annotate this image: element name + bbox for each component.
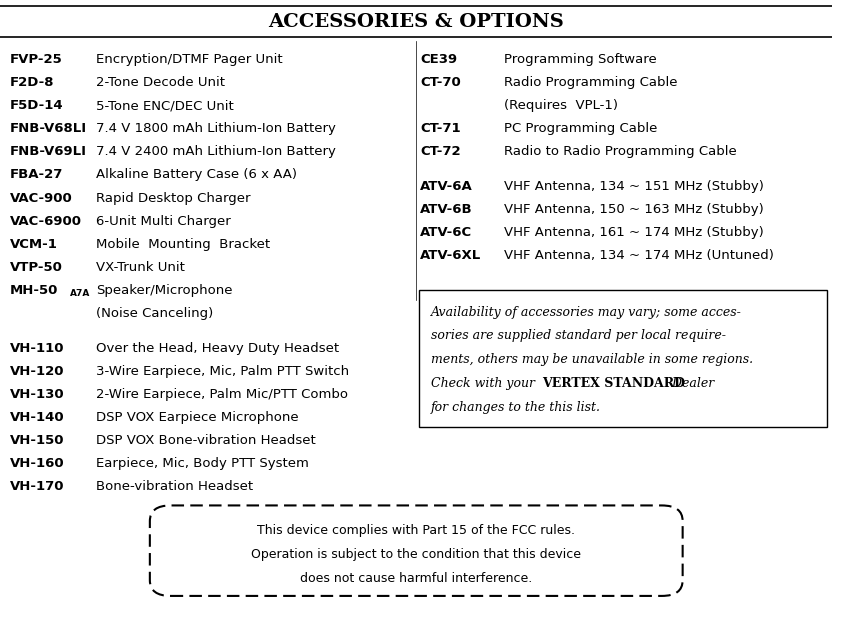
Text: VHF Antenna, 150 ~ 163 MHz (Stubby): VHF Antenna, 150 ~ 163 MHz (Stubby) [504,203,764,216]
Text: CT-70: CT-70 [420,76,461,89]
Text: 7.4 V 2400 mAh Lithium-Ion Battery: 7.4 V 2400 mAh Lithium-Ion Battery [95,145,336,158]
Text: ATV-6C: ATV-6C [420,227,473,239]
Text: VAC-6900: VAC-6900 [10,215,82,228]
Text: A7A: A7A [70,289,90,298]
Text: VERTEX STANDARD: VERTEX STANDARD [542,377,685,390]
Text: VH-140: VH-140 [10,411,65,424]
Text: CE39: CE39 [420,53,457,66]
Text: VH-130: VH-130 [10,388,65,401]
Text: F5D-14: F5D-14 [10,99,63,112]
Text: ATV-6XL: ATV-6XL [420,250,482,262]
Text: ATV-6A: ATV-6A [420,180,473,193]
Text: CT-72: CT-72 [420,145,461,158]
Text: VCM-1: VCM-1 [10,238,58,251]
Text: VTP-50: VTP-50 [10,261,62,274]
Text: (Noise Canceling): (Noise Canceling) [95,307,213,320]
Text: VH-120: VH-120 [10,365,64,378]
Text: F2D-8: F2D-8 [10,76,55,89]
Text: PC Programming Cable: PC Programming Cable [504,122,657,135]
Text: Speaker/Microphone: Speaker/Microphone [95,284,232,297]
Text: 2-Tone Decode Unit: 2-Tone Decode Unit [95,76,225,89]
FancyBboxPatch shape [419,290,826,427]
Text: 2-Wire Earpiece, Palm Mic/PTT Combo: 2-Wire Earpiece, Palm Mic/PTT Combo [95,388,348,401]
Text: DSP VOX Bone-vibration Headset: DSP VOX Bone-vibration Headset [95,434,316,447]
Text: Radio Programming Cable: Radio Programming Cable [504,76,677,89]
Text: DSP VOX Earpiece Microphone: DSP VOX Earpiece Microphone [95,411,299,424]
Text: MH-50: MH-50 [10,284,58,297]
Text: does not cause harmful interference.: does not cause harmful interference. [300,572,533,585]
Text: Radio to Radio Programming Cable: Radio to Radio Programming Cable [504,145,737,158]
Text: Bone-vibration Headset: Bone-vibration Headset [95,480,253,493]
Text: VH-160: VH-160 [10,457,65,470]
Text: VHF Antenna, 134 ~ 151 MHz (Stubby): VHF Antenna, 134 ~ 151 MHz (Stubby) [504,180,764,193]
Text: VH-110: VH-110 [10,342,64,354]
Text: 5-Tone ENC/DEC Unit: 5-Tone ENC/DEC Unit [95,99,234,112]
Text: Encryption/DTMF Pager Unit: Encryption/DTMF Pager Unit [95,53,283,66]
FancyBboxPatch shape [150,505,683,596]
Text: ATV-6B: ATV-6B [420,203,473,216]
Text: CT-71: CT-71 [420,122,461,135]
Text: 7.4 V 1800 mAh Lithium-Ion Battery: 7.4 V 1800 mAh Lithium-Ion Battery [95,122,336,135]
Text: VHF Antenna, 134 ~ 174 MHz (Untuned): VHF Antenna, 134 ~ 174 MHz (Untuned) [504,250,774,262]
Text: 3-Wire Earpiece, Mic, Palm PTT Switch: 3-Wire Earpiece, Mic, Palm PTT Switch [95,365,349,378]
Text: sories are supplied standard per local require-: sories are supplied standard per local r… [431,329,726,343]
Text: This device complies with Part 15 of the FCC rules.: This device complies with Part 15 of the… [257,524,576,537]
Text: FNB-V68LI: FNB-V68LI [10,122,87,135]
Text: Programming Software: Programming Software [504,53,657,66]
Text: Check with your: Check with your [431,377,539,390]
Text: VAC-900: VAC-900 [10,192,73,205]
Text: Mobile  Mounting  Bracket: Mobile Mounting Bracket [95,238,270,251]
Text: Over the Head, Heavy Duty Headset: Over the Head, Heavy Duty Headset [95,342,338,354]
Text: FNB-V69LI: FNB-V69LI [10,145,87,158]
Text: Earpiece, Mic, Body PTT System: Earpiece, Mic, Body PTT System [95,457,309,470]
Text: Alkaline Battery Case (6 x AA): Alkaline Battery Case (6 x AA) [95,168,297,182]
Text: FVP-25: FVP-25 [10,53,62,66]
Text: VH-150: VH-150 [10,434,64,447]
Text: Dealer: Dealer [668,377,715,390]
Text: Operation is subject to the condition that this device: Operation is subject to the condition th… [252,548,582,561]
Text: for changes to the this list.: for changes to the this list. [431,401,601,414]
Text: VX-Trunk Unit: VX-Trunk Unit [95,261,185,274]
Text: VHF Antenna, 161 ~ 174 MHz (Stubby): VHF Antenna, 161 ~ 174 MHz (Stubby) [504,227,764,239]
Text: ments, others may be unavailable in some regions.: ments, others may be unavailable in some… [431,353,754,366]
Text: Rapid Desktop Charger: Rapid Desktop Charger [95,192,250,205]
Text: (Requires  VPL-1): (Requires VPL-1) [504,99,618,112]
Text: Availability of accessories may vary; some acces-: Availability of accessories may vary; so… [431,306,742,319]
Text: FBA-27: FBA-27 [10,168,63,182]
Text: ACCESSORIES & OPTIONS: ACCESSORIES & OPTIONS [268,13,564,31]
Text: VH-170: VH-170 [10,480,64,493]
Text: 6-Unit Multi Charger: 6-Unit Multi Charger [95,215,230,228]
